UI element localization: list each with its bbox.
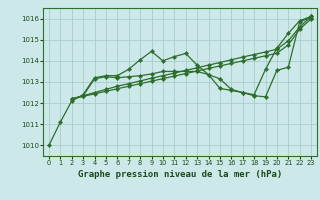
X-axis label: Graphe pression niveau de la mer (hPa): Graphe pression niveau de la mer (hPa) <box>78 170 282 179</box>
